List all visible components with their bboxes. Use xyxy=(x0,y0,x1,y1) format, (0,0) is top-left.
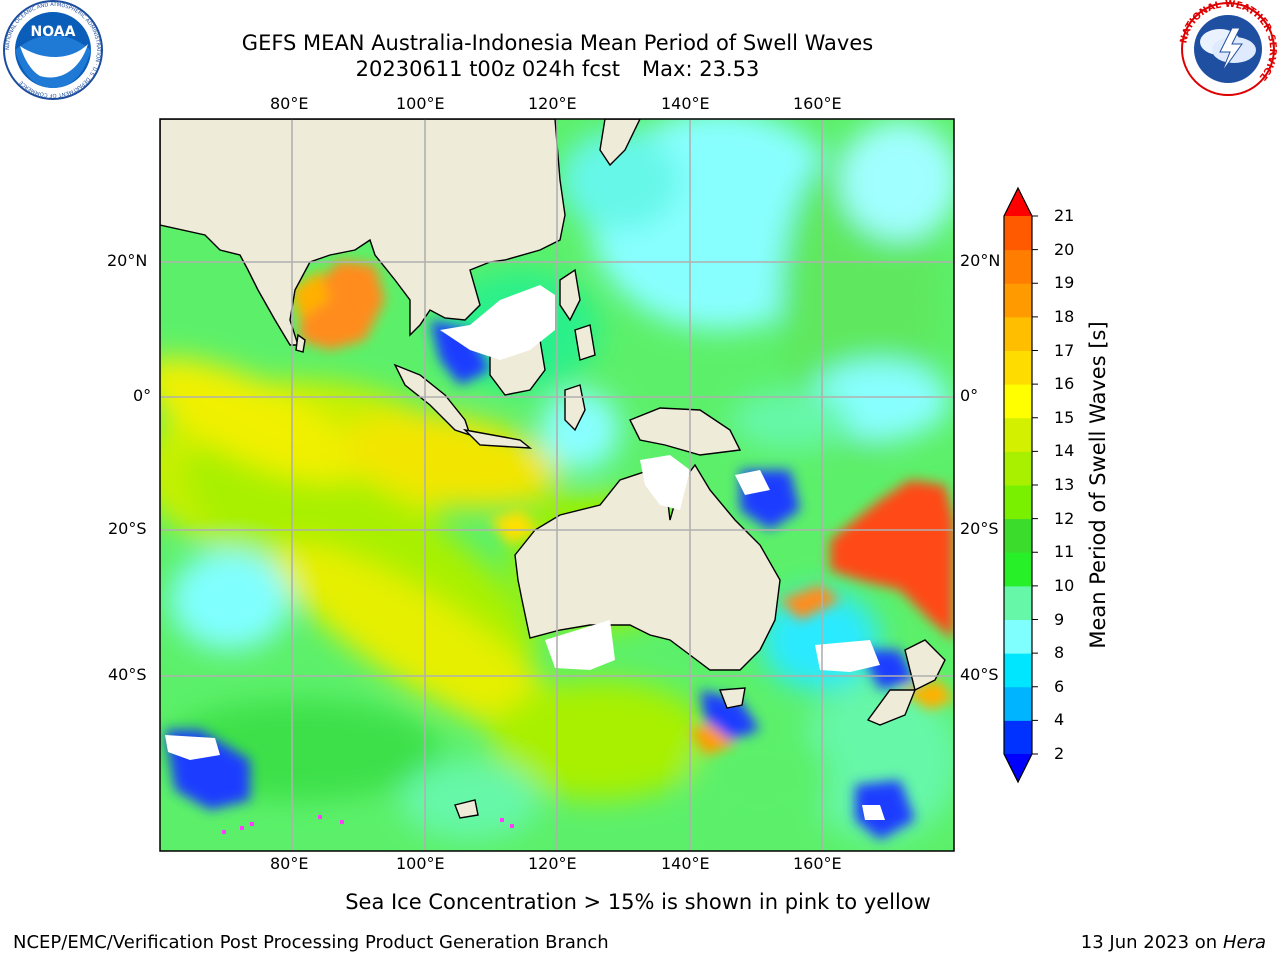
sea-ice-note-text: Sea Ice Concentration > 15% is shown in … xyxy=(345,890,931,914)
lat-label-right-40s: 40°S xyxy=(960,665,999,684)
colorbar-tick-label: 13 xyxy=(1054,475,1075,494)
lat-label-left-20n: 20°N xyxy=(107,251,148,270)
colorbar-segment xyxy=(1004,518,1032,553)
masked-areas xyxy=(165,285,885,820)
colorbar-segment xyxy=(1004,686,1032,721)
graticule xyxy=(160,119,954,851)
colorbar-segment xyxy=(1004,720,1032,755)
colorbar-segment xyxy=(1004,653,1032,688)
lat-label-right-20s: 20°S xyxy=(960,519,999,538)
colorbar-segment xyxy=(1004,249,1032,284)
forecast-run: 20230611 t00z 024h fcst xyxy=(355,57,621,81)
colorbar-tick-label: 8 xyxy=(1054,643,1065,663)
lon-label-top-160e: 160°E xyxy=(793,94,842,113)
colorbar-segment xyxy=(1004,283,1032,318)
map-frame xyxy=(159,118,955,852)
colorbar-segment xyxy=(1004,485,1032,520)
sea-ice-specks xyxy=(222,815,514,834)
land-masses xyxy=(160,119,946,819)
footer-date: 13 Jun 2023 on Hera xyxy=(1081,932,1266,953)
noaa-logo: NOAA NATIONAL OCEANIC AND ATMOSPHERIC AD… xyxy=(3,0,103,100)
colorbar-segment xyxy=(1004,350,1032,385)
colorbar-tick-label: 19 xyxy=(1054,273,1075,293)
colorbar-tick-label: 14 xyxy=(1054,441,1075,461)
footer-credit: NCEP/EMC/Verification Post Processing Pr… xyxy=(13,932,609,953)
lon-label-bottom-120e: 120°E xyxy=(528,854,577,873)
chart-subtitle: 20230611 t00z 024h fcst Max: 23.53 xyxy=(150,56,965,82)
sea-ice-note: Sea Ice Concentration > 15% is shown in … xyxy=(0,890,1280,914)
colorbar-title: Mean Period of Swell Waves [s] xyxy=(1086,321,1110,649)
footer-date-text: 13 Jun 2023 on xyxy=(1080,932,1218,953)
colorbar-tick-label: 4 xyxy=(1054,710,1065,730)
max-value: Max: 23.53 xyxy=(642,57,760,81)
colorbar-extend-over xyxy=(1004,188,1032,216)
lat-label-left-20s: 20°S xyxy=(108,519,147,538)
lat-label-right-0: 0° xyxy=(960,386,979,405)
colorbar-segment xyxy=(1004,585,1032,620)
colorbar-segment xyxy=(1004,316,1032,351)
nws-logo: NATIONAL WEATHER SERVICE xyxy=(1178,0,1278,96)
swell-period-field xyxy=(160,119,954,851)
colorbar-tick-label: 10 xyxy=(1054,575,1075,595)
colorbar xyxy=(1003,186,1038,784)
lat-label-left-40s: 40°S xyxy=(108,665,147,684)
colorbar-segment xyxy=(1004,384,1032,419)
chart-title: GEFS MEAN Australia-Indonesia Mean Perio… xyxy=(241,31,874,55)
lat-label-left-0: 0° xyxy=(133,386,152,405)
lon-label-top-140e: 140°E xyxy=(661,94,710,113)
colorbar-tick-label: 15 xyxy=(1054,407,1075,427)
colorbar-tick-label: 17 xyxy=(1054,340,1075,360)
footer-machine: Hera xyxy=(1222,932,1266,953)
colorbar-tick-label: 16 xyxy=(1054,374,1075,394)
colorbar-tick-label: 18 xyxy=(1054,306,1075,326)
lon-label-bottom-140e: 140°E xyxy=(661,854,710,873)
colorbar-segment xyxy=(1004,216,1032,251)
colorbar-tick-label: 6 xyxy=(1054,676,1065,696)
colorbar-tick-label: 21 xyxy=(1054,206,1075,225)
colorbar-tick-label: 12 xyxy=(1054,508,1075,528)
lon-label-bottom-80e: 80°E xyxy=(270,854,309,873)
colorbar-extend-under xyxy=(1004,754,1032,782)
colorbar-segment xyxy=(1004,619,1032,654)
colorbar-tick-label: 20 xyxy=(1054,239,1075,259)
lon-label-top-100e: 100°E xyxy=(396,94,445,113)
lon-label-top-80e: 80°E xyxy=(270,94,309,113)
colorbar-tick-label: 2 xyxy=(1054,744,1065,763)
lon-label-bottom-160e: 160°E xyxy=(793,854,842,873)
lon-label-bottom-100e: 100°E xyxy=(396,854,445,873)
colorbar-tick-label: 11 xyxy=(1054,542,1075,562)
lat-label-right-20n: 20°N xyxy=(960,251,1001,270)
colorbar-segment xyxy=(1004,417,1032,452)
lon-label-top-120e: 120°E xyxy=(528,94,577,113)
colorbar-segment xyxy=(1004,552,1032,587)
colorbar-tick-label: 9 xyxy=(1054,609,1065,629)
noaa-logo-text: NOAA xyxy=(31,24,76,40)
colorbar-segment xyxy=(1004,451,1032,486)
